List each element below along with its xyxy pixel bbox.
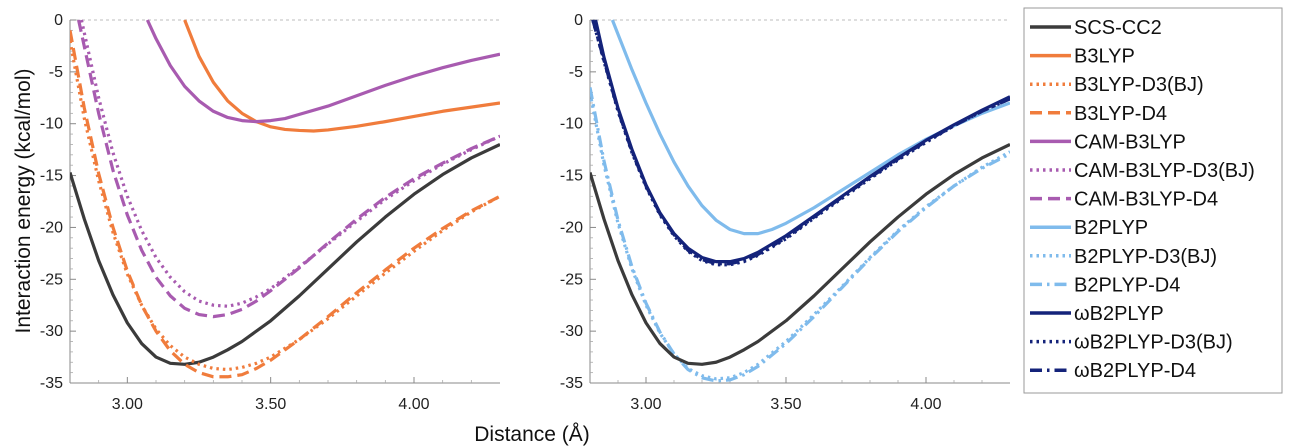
series-line-cam-b3lyp (145, 19, 500, 124)
legend-label: B3LYP (1074, 46, 1135, 68)
series-line-cam-b3lyp-d3-bj (79, 19, 500, 308)
panel-right: 0 -5 -10 -15 -20 -25 -30 -35 3.00 3.50 4.00 (560, 12, 1010, 413)
y-tick-label: -5 (49, 64, 63, 81)
y-tick-label: -10 (560, 116, 583, 133)
y-tick-label: -15 (560, 168, 583, 185)
y-tick-label: -30 (560, 323, 583, 340)
series-line-scs-cc2 (70, 143, 500, 366)
legend-label: ωB2PLYP-D3(BJ) (1074, 332, 1233, 354)
y-tick-label: -25 (40, 271, 63, 288)
x-tick-label: 3.50 (770, 396, 801, 413)
y-tick-label: -30 (40, 323, 63, 340)
series-line-b3lyp (183, 19, 500, 133)
y-axis-title: Interaction energy (kcal/mol) (12, 69, 35, 334)
legend-label: B2PLYP (1074, 217, 1148, 239)
y-tick-label: -15 (40, 168, 63, 185)
x-tick-label: 4.00 (398, 396, 429, 413)
series-line-b2plyp (594, 19, 1010, 264)
x-tick-label: 3.00 (112, 396, 143, 413)
series-line-scs-cc2 (590, 143, 1010, 366)
y-tick-label: -20 (40, 219, 63, 236)
legend-frame (1023, 7, 1283, 394)
series-group (590, 19, 1010, 383)
y-tick-label: -20 (560, 219, 583, 236)
y-tick-label: -35 (40, 375, 63, 392)
y-tick-label: 0 (54, 12, 63, 29)
x-axis-title: Distance (Å) (474, 423, 590, 446)
y-tick-label: -35 (560, 375, 583, 392)
series-line-b3lyp-d4 (70, 30, 500, 379)
y-tick-label: -10 (40, 116, 63, 133)
series-line-cam-b3lyp-d4 (77, 19, 500, 319)
x-tick-label: 4.00 (910, 396, 941, 413)
series-line-b2plyp-d4 (590, 87, 1010, 383)
series-line-b2plyp-d4 (591, 19, 1010, 266)
legend-label: B2PLYP-D3(BJ) (1074, 246, 1217, 268)
y-tick-label: -25 (560, 271, 583, 288)
legend-label: B2PLYP-D4 (1074, 274, 1180, 296)
legend-label: CAM-B3LYP-D3(BJ) (1074, 160, 1255, 182)
legend-label: SCS-CC2 (1074, 17, 1162, 39)
legend-label: B3LYP-D3(BJ) (1074, 74, 1204, 96)
x-tick-label: 3.00 (630, 396, 661, 413)
legend-label: ωB2PLYP (1074, 303, 1164, 325)
y-tick-label: -5 (569, 64, 583, 81)
y-tick-label: 0 (574, 12, 583, 29)
x-tick-label: 3.50 (255, 396, 286, 413)
legend-label: ωB2PLYP-D4 (1074, 360, 1196, 382)
legend: SCS-CC2 B3LYP B3LYP-D3(BJ) B3LYP-D4 CAM-B3LY… (1023, 7, 1283, 394)
legend-label: CAM-B3LYP (1074, 131, 1186, 153)
panel-left: 0 -5 -10 -15 -20 -25 -30 -35 3.00 3.50 4.00 (40, 12, 500, 413)
legend-label: B3LYP-D4 (1074, 103, 1167, 125)
legend-label: CAM-B3LYP-D4 (1074, 189, 1218, 211)
series-group (70, 19, 500, 379)
series-line-b3lyp-d3-bj (70, 40, 500, 372)
